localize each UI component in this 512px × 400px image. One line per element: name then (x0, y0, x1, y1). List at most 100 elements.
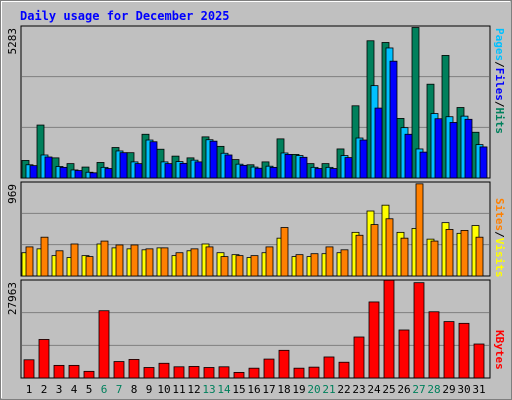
bar-pages-day-3 (59, 166, 68, 179)
bar-kbytes-day-11 (173, 366, 185, 379)
svg-text:Sites/Visits: Sites/Visits (493, 198, 506, 278)
bar-pages-day-28 (434, 118, 443, 179)
bar-kbytes-day-15 (233, 371, 245, 379)
bar-pages-day-11 (179, 162, 188, 179)
bar-pages-day-25 (389, 60, 398, 179)
x-tick-label: 1 (26, 383, 33, 396)
bar-kbytes-day-12 (188, 366, 200, 379)
bar-kbytes-day-26 (398, 329, 410, 379)
bar-sites-day-13 (205, 246, 214, 277)
bar-sites-day-19 (295, 254, 304, 277)
bar-kbytes-day-31 (473, 343, 485, 379)
bar-sites-day-8 (130, 244, 139, 277)
bar-kbytes-day-21 (323, 356, 335, 379)
bar-kbytes-day-28 (428, 311, 440, 379)
bar-sites-day-30 (460, 230, 469, 277)
bar-sites-day-29 (445, 229, 454, 277)
bar-kbytes-day-22 (338, 361, 350, 379)
x-tick-label: 19 (292, 383, 305, 396)
bar-pages-day-15 (239, 164, 248, 179)
bar-sites-day-24 (370, 224, 379, 277)
bar-sites-day-21 (325, 246, 334, 277)
legend-sites: Sites (493, 198, 506, 231)
bar-hits-day-2 (36, 124, 45, 179)
bar-sites-day-31 (475, 236, 484, 277)
x-tick-label: 27 (412, 383, 425, 396)
x-tick-label: 7 (116, 383, 123, 396)
bar-kbytes-day-3 (53, 364, 65, 379)
bar-sites-day-1 (25, 246, 34, 277)
bar-kbytes-day-14 (218, 366, 230, 379)
x-tick-label: 26 (397, 383, 410, 396)
x-tick-label: 21 (322, 383, 335, 396)
bar-pages-day-10 (164, 163, 173, 179)
bar-pages-day-8 (134, 163, 143, 179)
x-tick-label: 6 (101, 383, 108, 396)
legend-separator-3: / (493, 231, 506, 238)
bar-kbytes-day-5 (83, 370, 95, 379)
legend-files: Files (493, 68, 506, 101)
bar-kbytes-day-8 (128, 359, 140, 379)
panel-kbytes-ymax-label: 27963 (6, 282, 19, 315)
panel-visits-ymax-label: 969 (6, 184, 19, 204)
bar-pages-day-29 (449, 122, 458, 179)
x-tick-label: 13 (202, 383, 215, 396)
x-tick-label: 14 (217, 383, 231, 396)
bar-sites-day-11 (175, 252, 184, 277)
bar-kbytes-day-4 (68, 364, 80, 379)
x-tick-label: 11 (172, 383, 185, 396)
bar-pages-day-26 (404, 133, 413, 179)
legend-hits: Hits (493, 108, 506, 135)
bar-sites-day-23 (355, 234, 364, 277)
bar-pages-day-22 (344, 157, 353, 179)
bar-pages-day-20 (314, 168, 323, 179)
bar-sites-day-20 (310, 253, 319, 277)
legend-visits-panel: Sites/Visits (493, 198, 506, 278)
bar-sites-day-28 (430, 240, 439, 277)
bar-kbytes-day-10 (158, 362, 170, 379)
x-tick-label: 12 (187, 383, 200, 396)
x-tick-label: 22 (337, 383, 350, 396)
x-tick-label: 2 (41, 383, 48, 396)
x-tick-label: 17 (262, 383, 275, 396)
bar-pages-day-4 (74, 170, 83, 179)
bar-sites-day-26 (400, 237, 409, 277)
bar-sites-day-25 (385, 218, 394, 277)
legend-separator-1: / (493, 61, 506, 68)
bar-pages-day-16 (254, 167, 263, 179)
bar-kbytes-day-2 (38, 339, 50, 379)
panel-hits-ymax-label: 5283 (6, 28, 19, 55)
bar-pages-day-13 (209, 140, 218, 179)
bar-pages-day-9 (149, 141, 158, 179)
bar-kbytes-day-18 (278, 349, 290, 379)
legend-hits-panel: Pages/Files/Hits (493, 28, 506, 134)
bar-kbytes-day-9 (143, 367, 155, 379)
legend-kbytes: KBytes (493, 330, 506, 370)
bar-sites-day-7 (115, 244, 124, 277)
x-tick-label: 30 (457, 383, 470, 396)
bar-kbytes-day-30 (458, 322, 470, 379)
bar-sites-day-9 (145, 248, 154, 277)
bar-pages-day-6 (104, 168, 113, 179)
bar-kbytes-day-13 (203, 367, 215, 379)
bar-kbytes-day-6 (98, 310, 110, 379)
bar-pages-day-19 (299, 156, 308, 179)
x-tick-label: 10 (157, 383, 170, 396)
legend-separator-2: / (493, 101, 506, 108)
bar-sites-day-2 (40, 236, 49, 277)
bar-sites-day-27 (415, 183, 424, 277)
x-tick-label: 9 (146, 383, 153, 396)
bar-pages-day-12 (194, 161, 203, 179)
bar-pages-day-27 (419, 151, 428, 179)
bar-sites-day-6 (100, 240, 109, 277)
bar-sites-day-12 (190, 248, 199, 277)
bar-pages-day-30 (464, 118, 473, 179)
x-tick-label: 18 (277, 383, 290, 396)
bar-kbytes-day-17 (263, 358, 275, 379)
x-tick-label: 28 (427, 383, 440, 396)
bar-pages-day-18 (284, 154, 293, 179)
chart-title: Daily usage for December 2025 (20, 9, 230, 23)
bar-kbytes-day-24 (368, 301, 380, 379)
bar-sites-day-3 (55, 250, 64, 277)
bar-kbytes-day-29 (443, 321, 455, 379)
